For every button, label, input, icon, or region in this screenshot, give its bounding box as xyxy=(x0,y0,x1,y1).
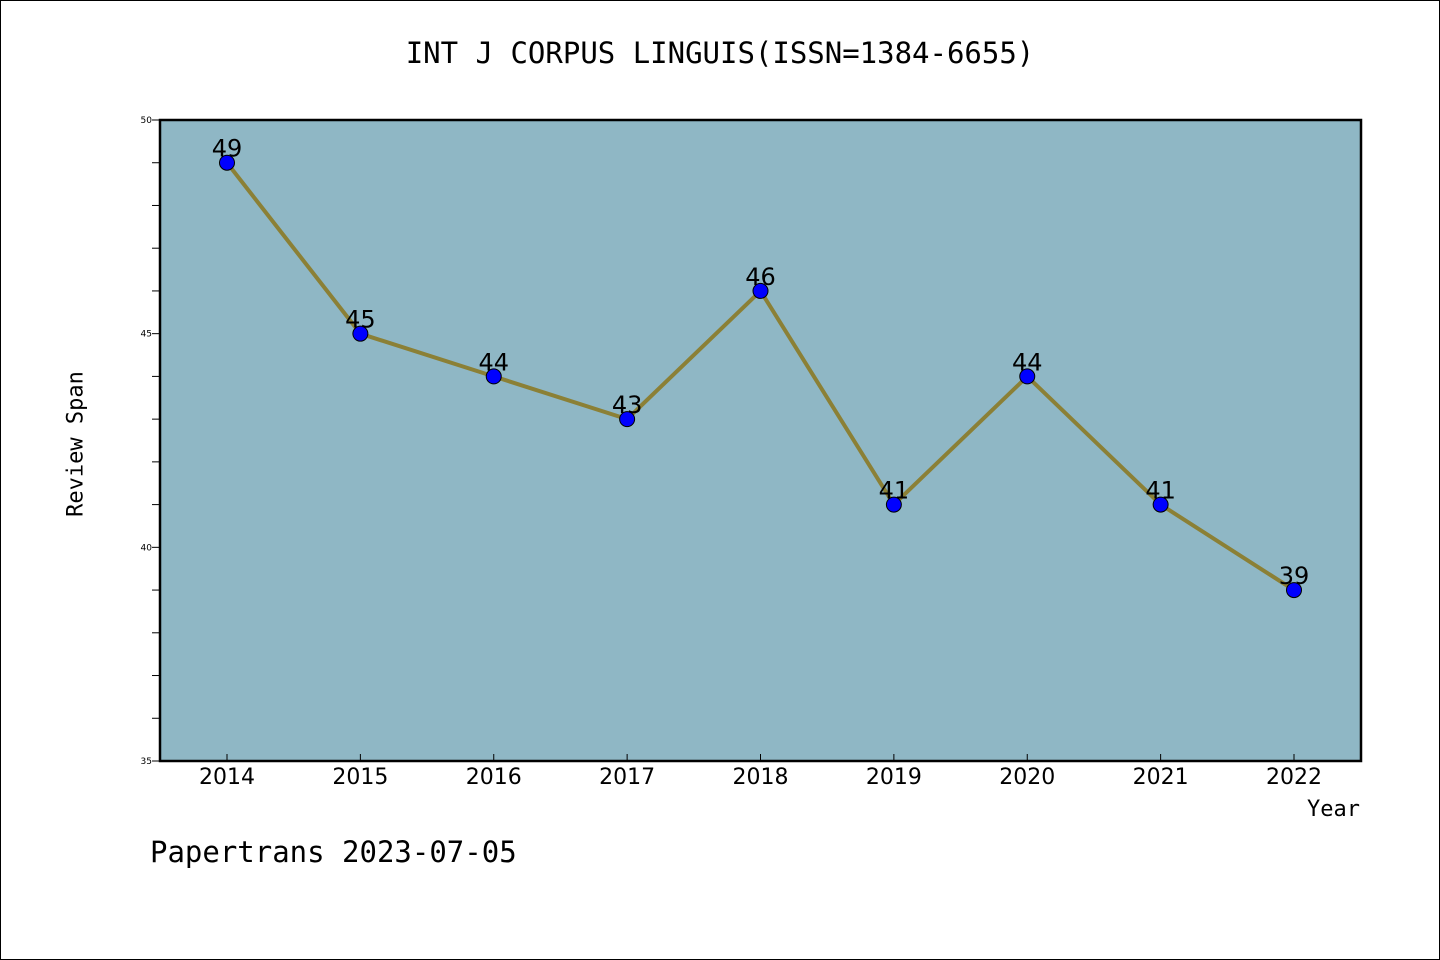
x-tick-label: 2021 xyxy=(1133,765,1189,790)
data-point xyxy=(485,368,502,385)
y-tick-label: 45 xyxy=(141,330,152,340)
data-label: 44 xyxy=(478,348,509,376)
data-label: 39 xyxy=(1279,562,1310,590)
data-label: 44 xyxy=(1012,348,1043,376)
axis-ticks: 35 40 45 50 2014 2015 2016 2017 2018 2019 2020 2021… xyxy=(141,116,1322,790)
x-tick-label: 2020 xyxy=(999,765,1055,790)
data-points xyxy=(219,154,1302,599)
x-axis-label: Year xyxy=(1307,797,1360,822)
x-tick-label: 2016 xyxy=(466,765,522,790)
plot-area xyxy=(158,118,1363,763)
footer-stamp: Papertrans 2023-07-05 xyxy=(150,835,517,869)
data-label: 49 xyxy=(212,135,243,163)
x-tick-label: 2017 xyxy=(599,765,655,790)
data-point xyxy=(752,282,769,299)
y-tick-label: 40 xyxy=(141,543,153,553)
data-label: 43 xyxy=(612,391,643,419)
x-tick-label: 2019 xyxy=(866,765,922,790)
x-tick-label: 2014 xyxy=(199,765,255,790)
y-tick-label: 50 xyxy=(141,116,153,126)
data-label: 41 xyxy=(879,477,910,505)
y-axis-label: Review Span xyxy=(63,371,89,517)
x-tick-label: 2015 xyxy=(332,765,388,790)
data-point xyxy=(1286,582,1302,599)
y-tick-label: 35 xyxy=(141,757,152,767)
data-point xyxy=(885,496,902,513)
data-point xyxy=(1152,496,1169,513)
data-point xyxy=(219,154,235,171)
data-label: 46 xyxy=(745,263,776,291)
x-tick-label: 2018 xyxy=(733,765,789,790)
data-point xyxy=(1019,368,1036,385)
chart-title: INT J CORPUS LINGUIS(ISSN=1384-6655) xyxy=(405,36,1035,70)
data-point xyxy=(352,325,369,342)
data-labels: 49 45 44 43 46 41 44 41 39 xyxy=(212,135,1310,590)
data-label: 45 xyxy=(345,306,376,334)
data-label: 41 xyxy=(1145,477,1176,505)
x-tick-label: 2022 xyxy=(1266,765,1322,790)
data-point xyxy=(619,411,636,428)
